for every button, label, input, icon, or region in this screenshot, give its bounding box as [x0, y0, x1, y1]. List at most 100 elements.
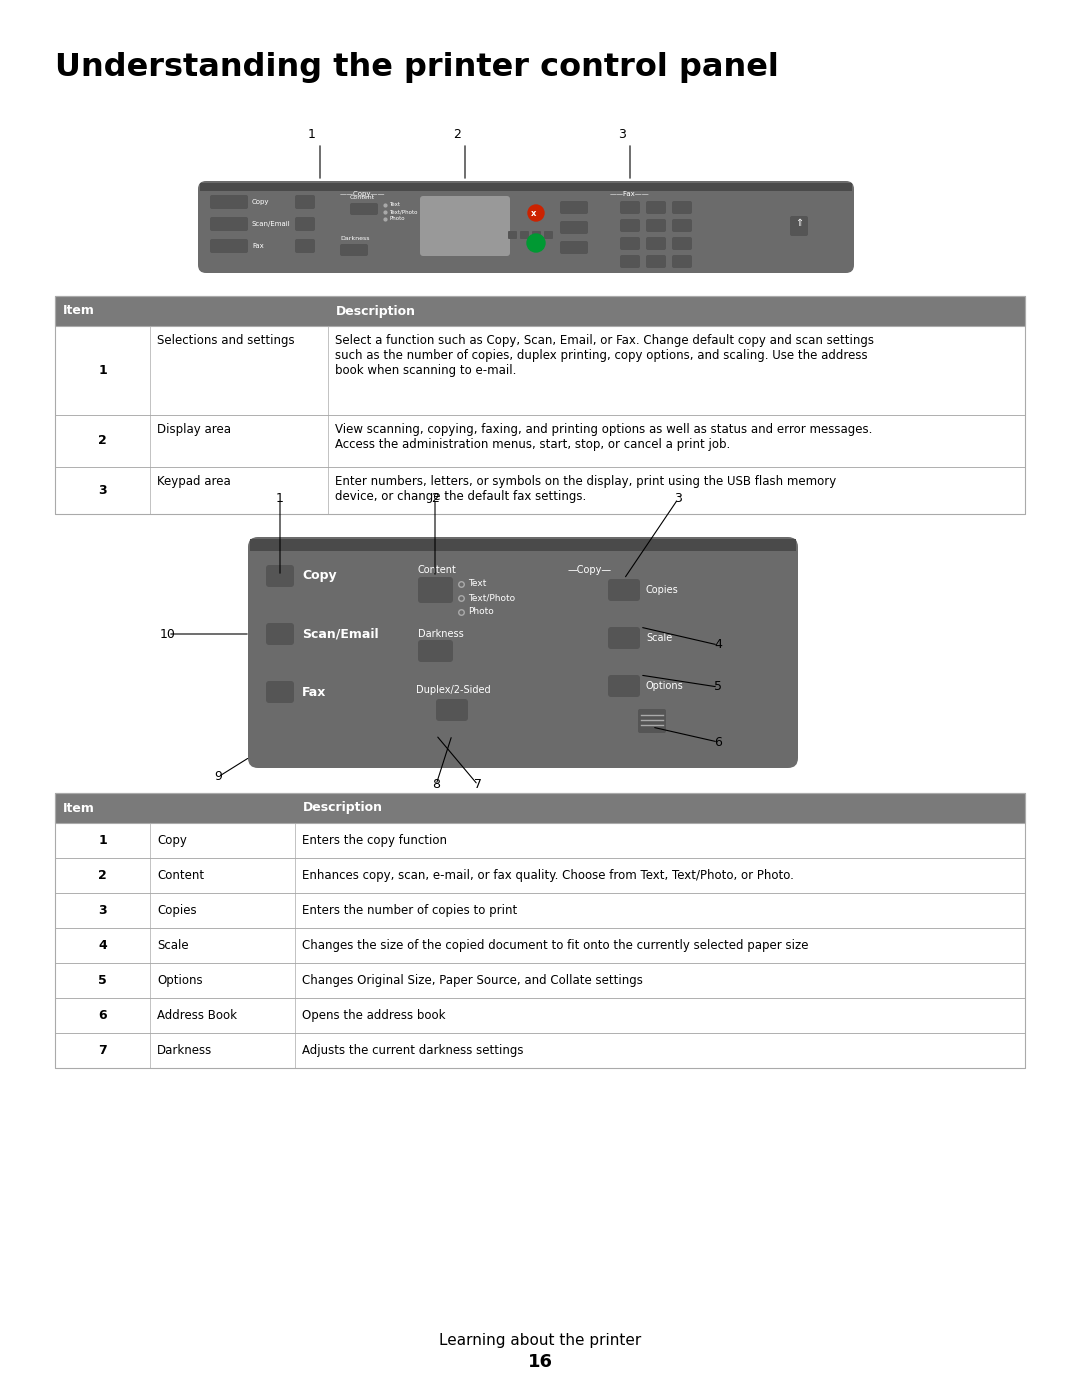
FancyBboxPatch shape	[350, 203, 378, 215]
Text: Adjusts the current darkness settings: Adjusts the current darkness settings	[302, 1044, 524, 1058]
FancyBboxPatch shape	[532, 231, 541, 239]
Text: Scan/Email: Scan/Email	[302, 627, 379, 640]
Text: Scan/Email: Scan/Email	[252, 221, 291, 226]
FancyBboxPatch shape	[295, 217, 315, 231]
Text: Item: Item	[63, 802, 95, 814]
Text: Enters the copy function: Enters the copy function	[302, 834, 447, 847]
Text: Fax: Fax	[252, 243, 264, 249]
FancyBboxPatch shape	[266, 623, 294, 645]
Text: Display area: Display area	[157, 423, 231, 436]
Text: 8: 8	[432, 778, 440, 792]
Bar	[55, 893, 1025, 928]
Bar	[55, 928, 1025, 963]
Circle shape	[528, 205, 544, 221]
Text: Select a function such as Copy, Scan, Email, or Fax. Change default copy and sca: Select a function such as Copy, Scan, Em…	[335, 334, 874, 377]
Bar	[55, 326, 1025, 415]
FancyBboxPatch shape	[295, 196, 315, 210]
Text: 2: 2	[431, 493, 438, 506]
FancyBboxPatch shape	[672, 201, 692, 214]
FancyBboxPatch shape	[295, 239, 315, 253]
Text: 7: 7	[474, 778, 482, 792]
Text: ——Fax——: ——Fax——	[610, 191, 650, 197]
Text: 9: 9	[214, 771, 221, 784]
Text: Copies: Copies	[646, 585, 678, 595]
Text: Darkness: Darkness	[157, 1044, 213, 1058]
Bar	[55, 296, 1025, 514]
FancyBboxPatch shape	[544, 231, 553, 239]
FancyBboxPatch shape	[620, 201, 640, 214]
FancyBboxPatch shape	[210, 239, 248, 253]
Text: 1: 1	[308, 129, 316, 141]
Text: Description: Description	[303, 802, 383, 814]
FancyBboxPatch shape	[418, 640, 453, 662]
FancyBboxPatch shape	[672, 219, 692, 232]
FancyBboxPatch shape	[210, 196, 248, 210]
Text: Copies: Copies	[157, 904, 197, 916]
Text: 6: 6	[714, 735, 721, 749]
FancyBboxPatch shape	[620, 219, 640, 232]
Bar	[55, 1032, 1025, 1067]
Text: 3: 3	[98, 483, 107, 497]
Text: —Copy—: —Copy—	[568, 564, 612, 576]
Text: 3: 3	[618, 129, 626, 141]
Bar	[55, 415, 1025, 467]
Text: Options: Options	[157, 974, 203, 988]
Bar	[55, 928, 1025, 963]
Text: 3: 3	[674, 493, 681, 506]
FancyBboxPatch shape	[608, 675, 640, 697]
Text: Darkness: Darkness	[340, 236, 369, 242]
Text: Fax: Fax	[302, 686, 326, 698]
Bar	[55, 793, 1025, 823]
FancyBboxPatch shape	[638, 710, 666, 733]
Bar	[55, 793, 1025, 1067]
FancyBboxPatch shape	[248, 536, 798, 768]
Text: 4: 4	[714, 638, 721, 651]
Text: Text/Photo: Text/Photo	[389, 210, 418, 215]
Bar	[249, 539, 796, 550]
Bar	[55, 296, 1025, 326]
Text: 16: 16	[527, 1354, 553, 1370]
Text: Copy: Copy	[252, 198, 270, 205]
FancyBboxPatch shape	[198, 182, 854, 272]
Text: Changes Original Size, Paper Source, and Collate settings: Changes Original Size, Paper Source, and…	[302, 974, 643, 988]
Bar	[55, 467, 1025, 514]
Bar	[200, 183, 852, 191]
Text: 5: 5	[714, 680, 723, 693]
Bar	[55, 467, 1025, 514]
Bar	[55, 858, 1025, 893]
Bar	[55, 893, 1025, 928]
Bar	[55, 997, 1025, 1032]
Text: 2: 2	[98, 434, 107, 447]
FancyBboxPatch shape	[646, 219, 666, 232]
Text: 2: 2	[454, 129, 461, 141]
Text: 1: 1	[276, 493, 284, 506]
FancyBboxPatch shape	[646, 237, 666, 250]
Text: x: x	[531, 208, 537, 218]
FancyBboxPatch shape	[620, 256, 640, 268]
FancyBboxPatch shape	[418, 577, 453, 604]
Bar	[55, 415, 1025, 467]
Bar	[55, 793, 1025, 823]
FancyBboxPatch shape	[789, 217, 808, 236]
FancyBboxPatch shape	[266, 680, 294, 703]
Bar	[55, 823, 1025, 858]
FancyBboxPatch shape	[561, 221, 588, 235]
Text: Content: Content	[350, 196, 375, 200]
Text: Learning about the printer: Learning about the printer	[438, 1333, 642, 1348]
FancyBboxPatch shape	[672, 256, 692, 268]
Text: View scanning, copying, faxing, and printing options as well as status and error: View scanning, copying, faxing, and prin…	[335, 423, 873, 451]
Text: 5: 5	[98, 974, 107, 988]
Bar	[55, 823, 1025, 858]
FancyBboxPatch shape	[420, 196, 510, 256]
Text: 7: 7	[98, 1044, 107, 1058]
Text: Photo: Photo	[468, 608, 494, 616]
Text: 1: 1	[98, 365, 107, 377]
Text: Copy: Copy	[302, 570, 337, 583]
FancyBboxPatch shape	[620, 237, 640, 250]
Text: 4: 4	[98, 939, 107, 951]
FancyBboxPatch shape	[210, 217, 248, 231]
Text: Keypad area: Keypad area	[157, 475, 231, 488]
Text: Text/Photo: Text/Photo	[468, 594, 515, 602]
Text: Understanding the printer control panel: Understanding the printer control panel	[55, 52, 779, 82]
FancyBboxPatch shape	[646, 201, 666, 214]
